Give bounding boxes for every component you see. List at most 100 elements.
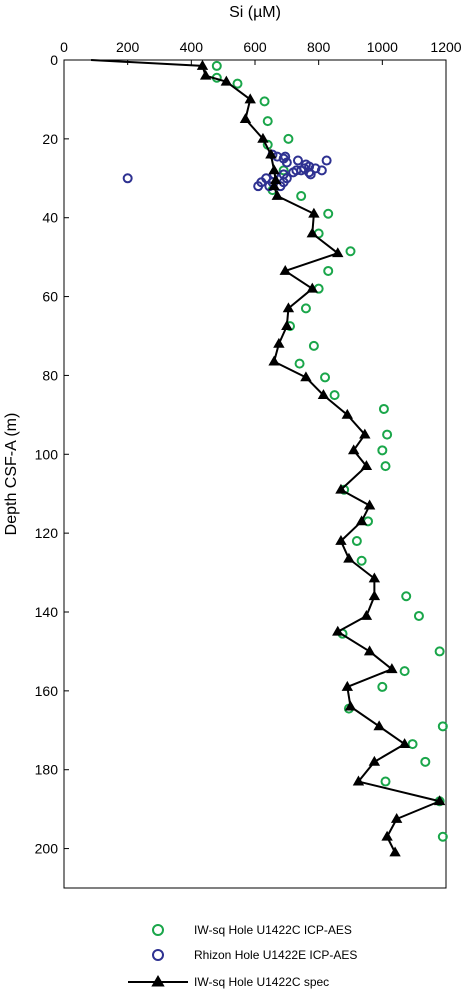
data-point (381, 830, 393, 841)
data-point (356, 555, 367, 566)
data-point (280, 151, 291, 162)
data-point (262, 116, 273, 127)
data-point (300, 303, 311, 314)
data-point (299, 163, 310, 174)
series-3 (91, 59, 446, 857)
data-point (363, 645, 376, 656)
x-tick-label: 200 (116, 39, 140, 55)
series-line (91, 59, 441, 853)
data-point (351, 536, 362, 547)
data-point (323, 265, 334, 276)
data-point (335, 535, 347, 545)
legend-marker (151, 975, 165, 987)
data-point (398, 738, 411, 748)
data-point (211, 60, 222, 71)
legend-marker (152, 949, 164, 961)
data-point (360, 460, 373, 471)
data-point (321, 155, 332, 166)
data-point (196, 59, 209, 70)
data-point (244, 93, 256, 104)
data-point (343, 552, 355, 563)
data-point (259, 96, 270, 107)
legend-label: IW-sq Hole U1422C spec (194, 975, 329, 989)
x-axis-title: Si (µM) (229, 4, 281, 21)
y-axis-title: Depth CSF-A (m) (3, 413, 20, 536)
data-series (91, 59, 448, 857)
data-point (300, 371, 312, 382)
y-tick-label: 60 (42, 289, 58, 305)
y-tick-label: 120 (35, 525, 59, 541)
data-point (278, 165, 289, 176)
x-tick-label: 1000 (367, 39, 398, 55)
data-point (433, 795, 446, 806)
data-point (341, 408, 354, 419)
data-point (377, 445, 388, 456)
data-point (390, 813, 403, 823)
data-point (257, 132, 269, 143)
legend-item-2: Rhizon Hole U1422E ICP-AES (152, 948, 357, 962)
data-point (380, 461, 391, 472)
data-point (281, 320, 293, 331)
data-point (437, 721, 448, 732)
data-point (378, 403, 389, 414)
data-point (377, 681, 388, 692)
data-point (265, 148, 277, 159)
x-axis-ticks: 0 200 400 600 800 1000 1200 (60, 39, 462, 65)
data-point (329, 390, 340, 401)
data-point (308, 207, 320, 218)
legend-item-3: IW-sq Hole U1422C spec (128, 975, 329, 989)
series-2 (122, 149, 332, 192)
y-tick-label: 200 (35, 841, 59, 857)
y-tick-label: 40 (42, 210, 58, 226)
y-tick-label: 0 (50, 52, 58, 68)
data-point (399, 666, 410, 677)
legend-label: Rhizon Hole U1422E ICP-AES (194, 948, 357, 962)
legend-label: IW-sq Hole U1422C ICP-AES (194, 923, 352, 937)
x-tick-label: 800 (307, 39, 331, 55)
x-tick-label: 1200 (430, 39, 461, 55)
x-tick-label: 400 (180, 39, 204, 55)
y-tick-label: 100 (35, 446, 59, 462)
x-tick-label: 600 (243, 39, 267, 55)
data-point (279, 264, 291, 275)
data-point (199, 69, 212, 80)
data-point (281, 173, 292, 184)
series-1 (211, 60, 448, 842)
data-point (320, 372, 331, 383)
data-point (306, 282, 318, 293)
x-tick-label: 0 (60, 39, 68, 55)
data-point (317, 389, 330, 400)
data-point (401, 591, 412, 602)
y-tick-label: 180 (35, 762, 59, 778)
data-point (305, 169, 316, 180)
data-point (323, 208, 334, 219)
data-point (373, 720, 385, 731)
data-point (407, 739, 418, 750)
data-point (420, 756, 431, 767)
data-point (268, 180, 280, 191)
data-point (268, 164, 280, 175)
y-tick-label: 80 (42, 367, 58, 383)
data-point (359, 428, 371, 439)
data-point (296, 191, 307, 202)
data-point (380, 776, 391, 787)
data-point (220, 75, 233, 86)
legend-item-1: IW-sq Hole U1422C ICP-AES (152, 923, 352, 937)
data-point (239, 113, 252, 124)
data-point (268, 355, 280, 366)
data-point (345, 246, 356, 257)
data-point (269, 174, 282, 185)
data-point (363, 499, 376, 510)
data-point (368, 590, 381, 601)
legend: IW-sq Hole U1422C ICP-AES Rhizon Hole U14… (128, 923, 357, 989)
data-point (292, 155, 303, 166)
data-point (437, 831, 448, 842)
data-point (434, 646, 445, 657)
data-point (347, 444, 360, 455)
y-tick-label: 20 (42, 131, 58, 147)
data-point (352, 775, 365, 786)
data-point (122, 173, 133, 184)
data-point (282, 302, 295, 313)
data-point (341, 680, 354, 691)
